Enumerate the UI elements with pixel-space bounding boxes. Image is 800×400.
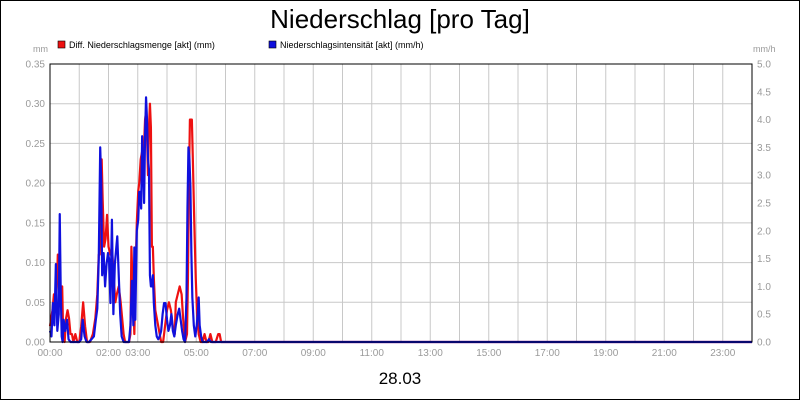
right-axis-unit: mm/h	[753, 44, 776, 54]
y2-tick-label: 0.5	[757, 310, 771, 321]
date-label: 28.03	[379, 369, 422, 388]
x-tick-label: 09:00	[301, 348, 326, 359]
y2-tick-label: 1.0	[757, 282, 771, 293]
legend-label-menge: Diff. Niederschlagsmenge [akt] (mm)	[69, 40, 215, 50]
x-tick-label: 11:00	[360, 348, 385, 359]
y2-tick-label: 4.0	[757, 115, 771, 126]
x-axis-ticks: 00:00 02:00 03:00 05:00 07:00 09:00 11:00 13:00…	[37, 348, 735, 359]
y2-tick-label: 2.5	[757, 199, 771, 210]
x-tick-label: 00:00	[37, 348, 62, 359]
y2-tick-label: 3.5	[757, 143, 771, 154]
legend: Diff. Niederschlagsmenge [akt] (mm) Nied…	[57, 40, 424, 50]
y-tick-label: 0.05	[26, 298, 46, 309]
x-tick-label: 07:00	[242, 348, 267, 359]
right-axis-ticks: 0.0 0.5 1.0 1.5 2.0 2.5 3.0 3.5 4.0 4.5 5.0	[757, 60, 771, 349]
x-tick-label: 23:00	[710, 348, 735, 359]
y2-tick-label: 4.5	[757, 87, 771, 98]
chart-title: Niederschlag [pro Tag]	[270, 4, 530, 34]
y-tick-label: 0.10	[26, 258, 46, 269]
y-tick-label: 0.20	[26, 179, 46, 190]
x-tick-label: 05:00	[184, 348, 209, 359]
y2-tick-label: 3.0	[757, 171, 771, 182]
x-tick-label: 17:00	[535, 348, 560, 359]
left-axis-ticks: 0.00 0.05 0.10 0.15 0.20 0.25 0.30 0.35	[26, 60, 46, 349]
x-tick-label: 15:00	[476, 348, 501, 359]
x-tick-label: 13:00	[418, 348, 443, 359]
legend-swatch-intensitaet	[268, 40, 277, 49]
plot-area	[49, 63, 753, 343]
gridlines	[50, 64, 752, 342]
y-tick-label: 0.15	[26, 218, 46, 229]
y-tick-label: 0.00	[26, 338, 46, 349]
y2-tick-label: 5.0	[757, 60, 771, 71]
left-axis-unit: mm	[33, 44, 48, 54]
y2-tick-label: 0.0	[757, 338, 771, 349]
y-tick-label: 0.25	[26, 139, 46, 150]
x-tick-label: 02:00	[96, 348, 121, 359]
legend-label-intensitaet: Niederschlagsintensität [akt] (mm/h)	[280, 40, 424, 50]
x-tick-label: 19:00	[593, 348, 618, 359]
y2-tick-label: 2.0	[757, 226, 771, 237]
y-tick-label: 0.30	[26, 99, 46, 110]
series-line-niederschlagsintensitaet	[48, 96, 752, 344]
y-tick-label: 0.35	[26, 60, 46, 71]
legend-swatch-menge	[57, 40, 66, 49]
x-tick-label: 03:00	[125, 348, 150, 359]
x-tick-label: 21:00	[652, 348, 677, 359]
y2-tick-label: 1.5	[757, 254, 771, 265]
